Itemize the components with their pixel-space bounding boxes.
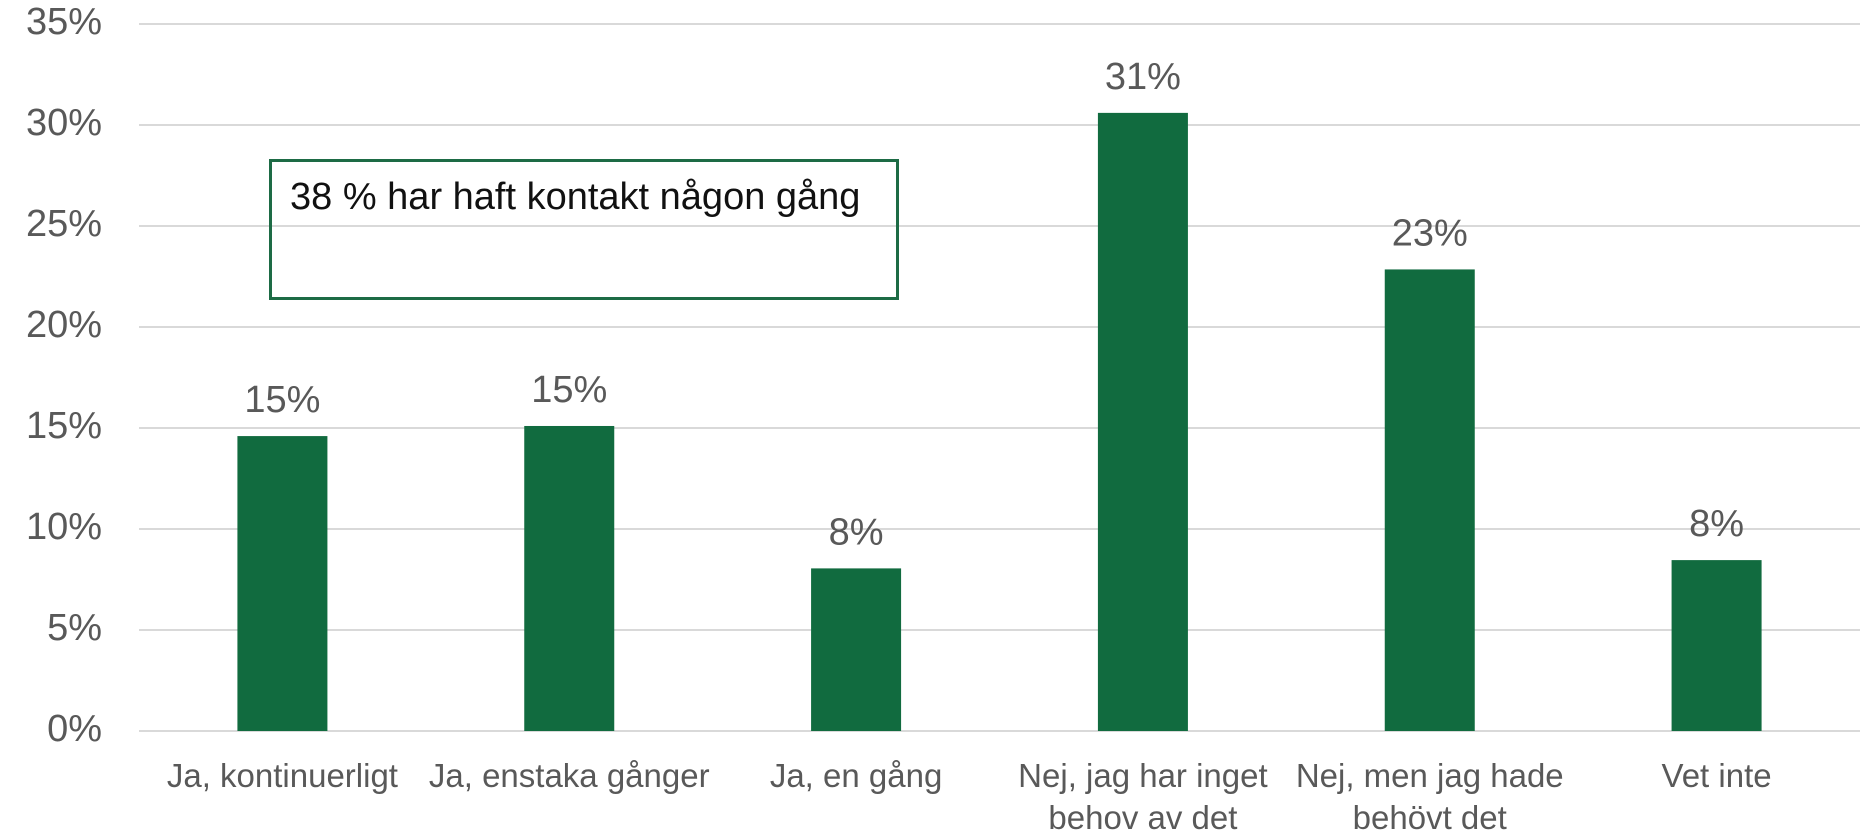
value-label: 31% (1105, 56, 1181, 98)
value-label: 8% (1689, 503, 1744, 545)
y-tick-label: 15% (26, 405, 102, 447)
y-tick-label: 30% (26, 102, 102, 144)
value-label: 8% (829, 511, 884, 553)
y-tick-label: 10% (26, 506, 102, 548)
y-tick-label: 0% (47, 708, 102, 750)
x-tick-label: Ja, en gång (769, 757, 943, 794)
bar (1097, 112, 1188, 731)
bar (524, 425, 615, 731)
x-tick-label: Ja, kontinuerligt (166, 757, 398, 794)
x-tick-label: Ja, enstaka gånger (428, 757, 710, 794)
bar (237, 436, 328, 731)
x-tick-label: Nej, men jag hade behövt det (1295, 757, 1564, 836)
annotation: 38 % har haft kontakt någon gång (269, 159, 899, 300)
value-label: 15% (244, 379, 320, 421)
y-tick-label: 5% (47, 607, 102, 649)
bar (811, 568, 902, 731)
value-label: 15% (531, 369, 607, 411)
bar (1671, 560, 1762, 731)
bar (1384, 269, 1475, 731)
y-tick-label: 35% (26, 1, 102, 43)
y-tick-label: 25% (26, 203, 102, 245)
x-tick-label: Vet inte (1661, 757, 1772, 794)
value-label: 23% (1392, 212, 1468, 254)
x-tick-label: Nej, jag har inget behov av det (1018, 757, 1268, 836)
y-tick-label: 20% (26, 304, 102, 346)
